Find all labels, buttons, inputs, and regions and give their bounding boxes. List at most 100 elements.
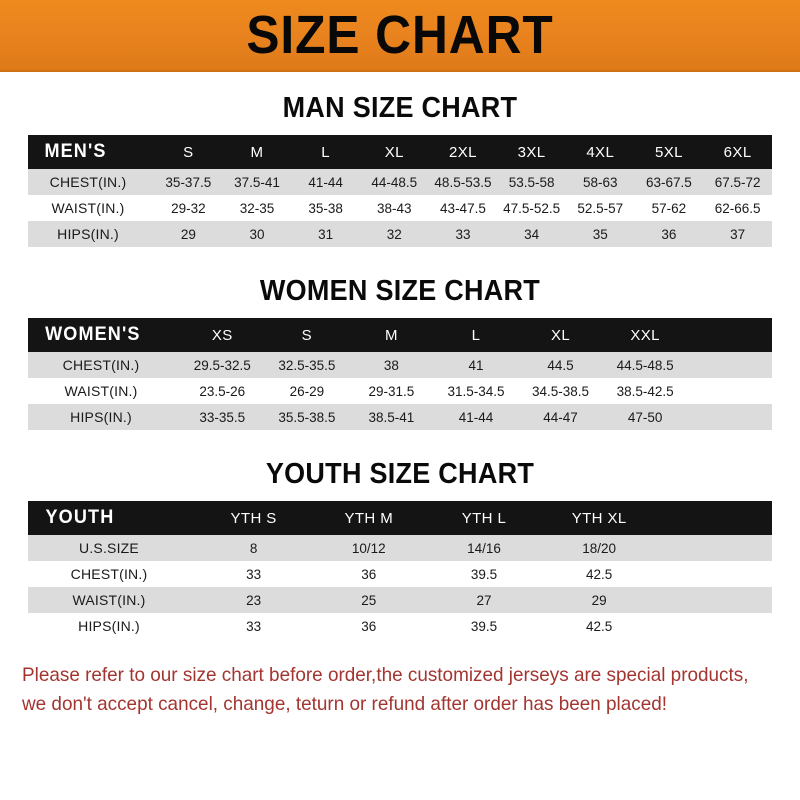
men-row-label: WAIST(IN.) <box>51 200 125 216</box>
women-size-header: M <box>384 326 398 344</box>
youth-cell: 8 <box>249 540 258 556</box>
spacer-after-banner <box>0 72 800 94</box>
men-cell: 38-43 <box>377 200 412 216</box>
women-table-head: WOMEN'S XS S M L XL XXL <box>28 318 772 352</box>
youth-cell: 29 <box>591 592 607 608</box>
men-cell: 48.5-53.5 <box>434 174 492 190</box>
youth-cell: 39.5 <box>470 618 498 634</box>
women-cell: 26-29 <box>289 383 325 399</box>
men-table-body: CHEST(IN.) 35-37.5 37.5-41 41-44 44-48.5… <box>28 169 772 247</box>
spacer-after-men <box>0 247 800 277</box>
youth-size-header-empty <box>657 501 772 535</box>
women-group-label: WOMEN'S <box>45 324 141 345</box>
men-cell: 37.5-41 <box>234 174 280 190</box>
men-table-head: MEN'S S M L XL 2XL 3XL 4XL 5XL 6XL <box>28 135 772 169</box>
men-row-label: CHEST(IN.) <box>49 174 127 190</box>
youth-cell: 36 <box>361 618 377 634</box>
spacer-before-footer <box>0 639 800 661</box>
men-cell: 41-44 <box>308 174 343 190</box>
women-size-header: XXL <box>630 326 660 344</box>
women-cell: 34.5-38.5 <box>532 383 590 399</box>
women-cell: 44.5 <box>547 357 574 373</box>
men-cell: 31 <box>318 226 334 242</box>
youth-cell-empty <box>657 535 772 561</box>
men-cell: 58-63 <box>583 174 618 190</box>
youth-row-label: WAIST(IN.) <box>72 592 146 608</box>
table-row: WAIST(IN.) 23 25 27 29 <box>28 587 772 613</box>
youth-header-row: YOUTH YTH S YTH M YTH L YTH XL <box>28 501 772 535</box>
table-row: WAIST(IN.) 23.5-26 26-29 29-31.5 31.5-34… <box>28 378 772 404</box>
women-cell-empty <box>687 378 772 404</box>
page-title: SIZE CHART <box>246 5 554 65</box>
youth-cell: 33 <box>246 566 262 582</box>
women-cell: 32.5-35.5 <box>278 357 336 373</box>
men-cell: 32 <box>386 226 402 242</box>
women-table-body: CHEST(IN.) 29.5-32.5 32.5-35.5 38 41 44.… <box>28 352 772 430</box>
table-row: WAIST(IN.) 29-32 32-35 35-38 38-43 43-47… <box>28 195 772 221</box>
men-size-header: M <box>250 143 264 161</box>
table-row: U.S.SIZE 8 10/12 14/16 18/20 <box>28 535 772 561</box>
youth-size-header: YTH S <box>230 509 277 527</box>
youth-cell: 10/12 <box>351 540 386 556</box>
women-size-header: XS <box>211 326 233 344</box>
youth-group-label: YOUTH <box>45 507 115 528</box>
men-cell: 53.5-58 <box>508 174 555 190</box>
men-cell: 57-62 <box>651 200 687 216</box>
women-cell: 47-50 <box>627 409 663 425</box>
women-cell: 38 <box>383 357 399 373</box>
youth-table-wrap: YOUTH YTH S YTH M YTH L YTH XL U.S.SIZE … <box>28 501 772 639</box>
youth-cell: 36 <box>361 566 377 582</box>
youth-cell: 42.5 <box>586 566 613 582</box>
women-row-label: CHEST(IN.) <box>62 357 140 373</box>
women-cell: 41-44 <box>458 409 494 425</box>
youth-row-label: HIPS(IN.) <box>78 618 140 634</box>
men-size-header: 3XL <box>517 143 546 161</box>
youth-cell: 27 <box>476 592 492 608</box>
women-cell: 41 <box>468 357 484 373</box>
men-size-header: XL <box>384 143 404 161</box>
men-size-header: 2XL <box>449 143 477 161</box>
women-cell: 38.5-41 <box>368 409 415 425</box>
page-banner: SIZE CHART <box>0 0 800 72</box>
men-cell: 52.5-57 <box>577 200 624 216</box>
women-cell: 31.5-34.5 <box>447 383 505 399</box>
women-size-table: WOMEN'S XS S M L XL XXL CHEST(IN.) 29.5-… <box>28 318 772 430</box>
youth-cell: 23 <box>246 592 262 608</box>
spacer-after-women <box>0 430 800 460</box>
youth-cell: 18/20 <box>582 540 617 556</box>
youth-cell: 39.5 <box>470 566 498 582</box>
women-row-label: WAIST(IN.) <box>64 383 138 399</box>
men-cell: 35-37.5 <box>165 174 212 190</box>
men-cell: 35-38 <box>308 200 343 216</box>
men-header-row: MEN'S S M L XL 2XL 3XL 4XL 5XL 6XL <box>28 135 772 169</box>
footer-line-2: we don't accept cancel, change, teturn o… <box>22 693 668 716</box>
spacer-women-title <box>0 306 800 318</box>
table-row: HIPS(IN.) 33 36 39.5 42.5 <box>28 613 772 639</box>
spacer-men-title <box>0 123 800 135</box>
men-size-header: S <box>183 143 194 161</box>
youth-cell-empty <box>657 561 772 587</box>
men-size-header: L <box>321 143 331 161</box>
women-header-row: WOMEN'S XS S M L XL XXL <box>28 318 772 352</box>
youth-size-header: YTH XL <box>571 509 627 527</box>
youth-cell: 14/16 <box>467 540 501 556</box>
men-cell: 34 <box>524 226 540 242</box>
women-cell-empty <box>687 352 772 378</box>
women-cell: 44-47 <box>543 409 578 425</box>
youth-cell: 33 <box>246 618 262 634</box>
women-size-header: S <box>301 326 313 344</box>
men-cell: 29-32 <box>171 200 206 216</box>
men-size-table: MEN'S S M L XL 2XL 3XL 4XL 5XL 6XL CHEST… <box>28 135 772 247</box>
men-size-header: 6XL <box>723 143 752 161</box>
footer-line-1: Please refer to our size chart before or… <box>22 664 749 686</box>
men-section-title: MAN SIZE CHART <box>282 92 518 124</box>
women-cell: 33-35.5 <box>199 409 246 425</box>
women-cell: 29.5-32.5 <box>193 357 251 373</box>
youth-cell: 42.5 <box>586 618 613 634</box>
men-cell: 37 <box>730 226 746 242</box>
men-cell: 33 <box>455 226 471 242</box>
men-row-label: HIPS(IN.) <box>57 226 119 242</box>
men-size-header: 4XL <box>586 143 615 161</box>
women-row-label: HIPS(IN.) <box>70 409 132 425</box>
